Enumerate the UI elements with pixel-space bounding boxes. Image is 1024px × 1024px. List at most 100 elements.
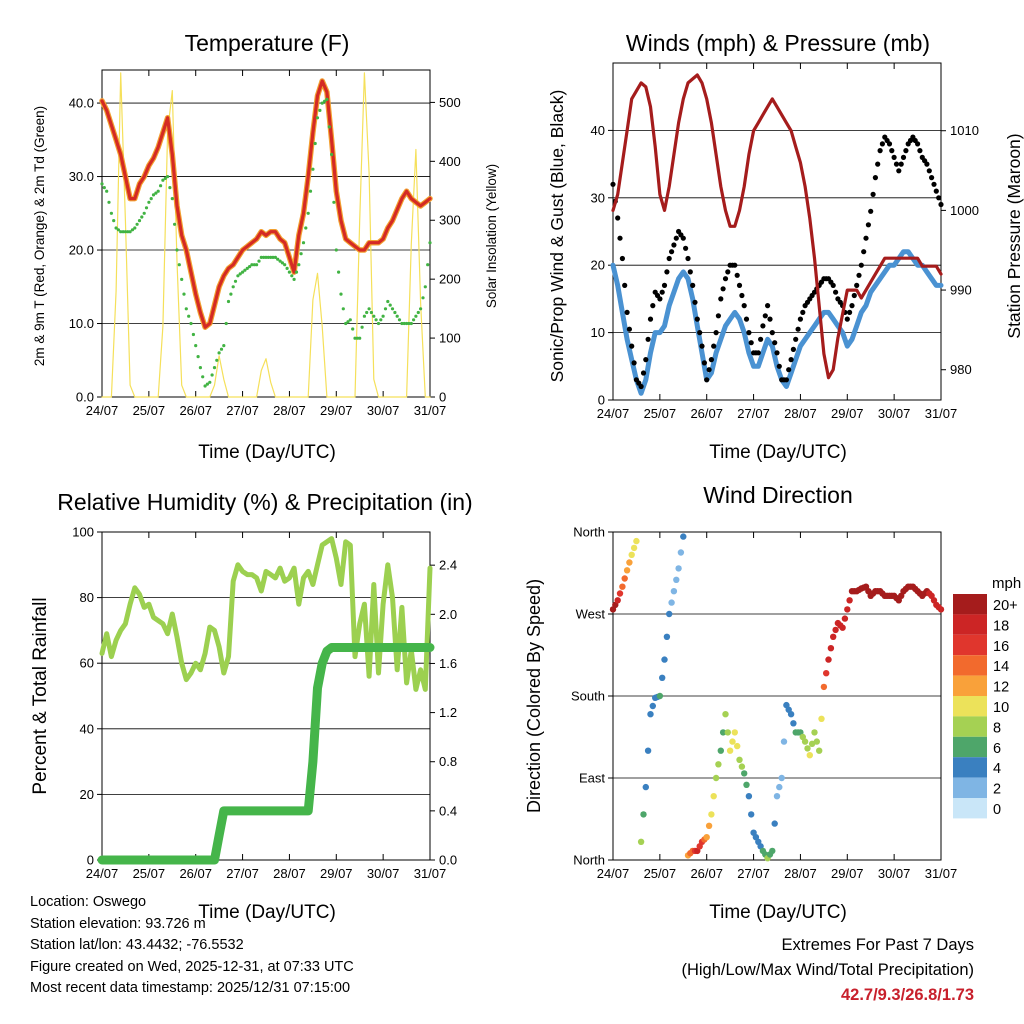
dewpoint-point bbox=[402, 321, 406, 326]
gust-point bbox=[690, 282, 696, 288]
x-tick-label: 24/07 bbox=[86, 403, 119, 418]
dewpoint-point bbox=[147, 200, 151, 204]
direction-title: Wind Direction bbox=[703, 482, 853, 508]
speed-legend-label: 8 bbox=[993, 720, 1001, 736]
dewpoint-point bbox=[290, 274, 294, 278]
pressure-line bbox=[611, 73, 943, 380]
dewpoint-point bbox=[137, 219, 142, 223]
gust-point bbox=[704, 377, 710, 383]
dewpoint-point bbox=[287, 270, 291, 274]
dewpoint-point bbox=[409, 321, 413, 326]
gust-point bbox=[872, 175, 879, 181]
speed-legend-swatch bbox=[953, 757, 987, 778]
dewpoint-point bbox=[236, 274, 240, 278]
direction-point bbox=[776, 783, 783, 791]
dewpoint-point bbox=[346, 320, 350, 324]
gust-point bbox=[683, 245, 689, 251]
dewpoint-point bbox=[304, 226, 308, 230]
gust-point bbox=[666, 255, 672, 262]
gust-point bbox=[786, 367, 792, 373]
direction-point bbox=[649, 702, 656, 710]
direction-point bbox=[703, 834, 710, 841]
y-tick-label: 60 bbox=[80, 656, 94, 671]
dewpoint-point bbox=[257, 259, 261, 263]
dewpoint-point bbox=[229, 292, 233, 296]
gust-point bbox=[758, 336, 764, 342]
gust-point bbox=[640, 370, 647, 376]
speed-legend-label: 14 bbox=[993, 659, 1009, 675]
gust-point bbox=[734, 272, 740, 278]
gust-point bbox=[631, 360, 637, 366]
gust-point bbox=[776, 363, 782, 369]
direction-point bbox=[705, 822, 713, 829]
dewpoint-point bbox=[323, 99, 327, 103]
dewpoint-point bbox=[407, 321, 411, 326]
dewpoint-point bbox=[189, 321, 193, 326]
gust-point bbox=[917, 148, 923, 154]
gust-point bbox=[711, 343, 717, 349]
y-tick-label: West bbox=[576, 607, 606, 622]
gust-point bbox=[868, 208, 874, 214]
dewpoint-point bbox=[248, 265, 252, 269]
pressure-ylabel: Station Pressure (Maroon) bbox=[1004, 133, 1024, 338]
y2-tick-label: 2.4 bbox=[439, 558, 457, 573]
humidity-line bbox=[99, 536, 433, 692]
humidity-xlabel: Time (Day/UTC) bbox=[198, 902, 336, 923]
gust-point bbox=[697, 330, 703, 336]
direction-point bbox=[640, 811, 647, 818]
speed-legend-swatch bbox=[953, 614, 987, 635]
gust-point bbox=[879, 141, 886, 147]
y2-tick-label: 300 bbox=[439, 213, 461, 228]
y2-tick-label: 100 bbox=[439, 331, 461, 346]
direction-point bbox=[787, 711, 795, 718]
x-tick-label: 28/07 bbox=[273, 866, 306, 881]
gust-point bbox=[924, 161, 930, 167]
direction-point bbox=[626, 559, 633, 566]
dewpoint-point bbox=[170, 197, 174, 201]
gust-point bbox=[736, 282, 743, 288]
humidity-ylabel: Percent & Total Rainfall bbox=[30, 597, 51, 794]
dewpoint-point bbox=[337, 270, 341, 274]
dewpoint-point bbox=[191, 332, 195, 337]
dewpoint-point bbox=[177, 263, 181, 267]
gust-point bbox=[650, 303, 656, 309]
speed-legend-label: 10 bbox=[993, 700, 1009, 716]
gust-point bbox=[629, 343, 635, 349]
gust-point bbox=[926, 168, 932, 174]
direction-point bbox=[642, 783, 649, 791]
direction-point bbox=[937, 606, 945, 613]
dewpoint-point bbox=[421, 296, 425, 300]
gust-point bbox=[743, 316, 750, 322]
direction-point bbox=[719, 729, 727, 736]
direction-point bbox=[823, 670, 830, 677]
direction-point bbox=[628, 551, 635, 558]
extremes-box: Extremes For Past 7 Days (High/Low/Max W… bbox=[681, 933, 974, 1008]
dewpoint-point bbox=[362, 314, 366, 318]
direction-panel: Wind Direction Direction (Colored By Spe… bbox=[524, 482, 957, 923]
dewpoint-point bbox=[285, 266, 289, 270]
dewpoint-point bbox=[297, 263, 301, 267]
y-tick-label: 100 bbox=[72, 525, 94, 540]
temperature-xlabel: Time (Day/UTC) bbox=[198, 442, 336, 463]
dewpoint-point bbox=[341, 307, 345, 311]
dewpoint-point bbox=[245, 266, 249, 270]
speed-legend-label: 12 bbox=[993, 680, 1009, 696]
speed-legend-swatch bbox=[953, 696, 987, 717]
figure-created: Figure created on Wed, 2025-12-31, at 07… bbox=[30, 958, 354, 975]
gust-point bbox=[664, 269, 670, 275]
dewpoint-point bbox=[238, 272, 242, 276]
direction-point bbox=[769, 847, 776, 855]
x-tick-label: 24/07 bbox=[86, 866, 119, 881]
dewpoint-point bbox=[327, 125, 331, 129]
gust-point bbox=[858, 262, 864, 268]
dewpoint-point bbox=[330, 152, 334, 157]
dewpoint-point bbox=[299, 252, 303, 256]
dewpoint-point bbox=[222, 344, 226, 348]
direction-point bbox=[806, 752, 813, 759]
temperature-title: Temperature (F) bbox=[185, 30, 350, 56]
dewpoint-point bbox=[140, 215, 144, 219]
dewpoint-point bbox=[379, 318, 383, 322]
gust-point bbox=[861, 249, 867, 255]
dewpoint-point bbox=[278, 259, 282, 263]
dewpoint-point bbox=[161, 178, 165, 182]
